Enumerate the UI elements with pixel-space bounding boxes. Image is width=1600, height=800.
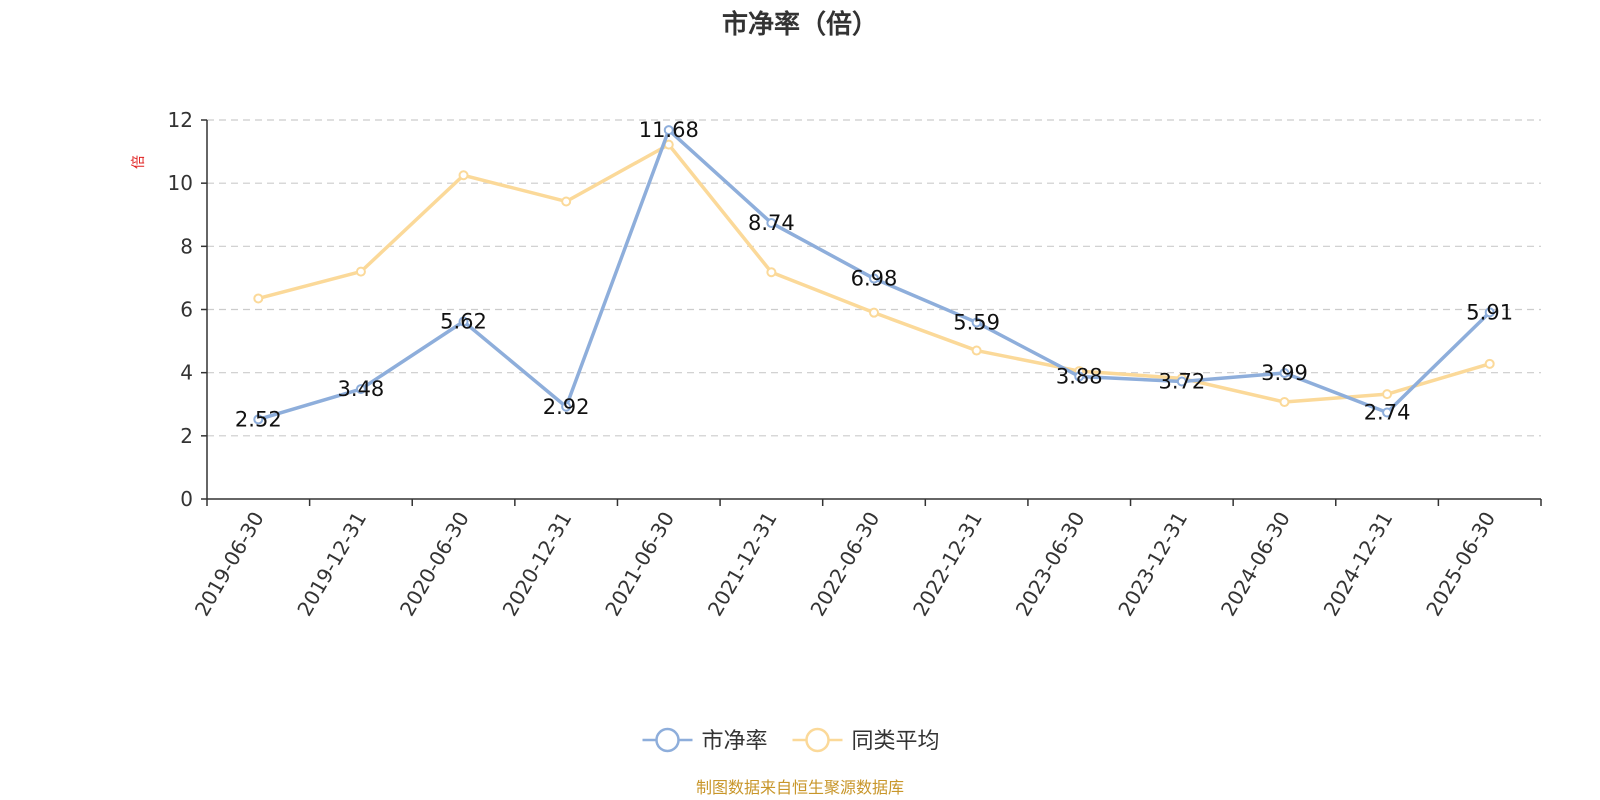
y-tick-label: 10 <box>168 171 193 195</box>
y-axis-unit-label: 倍 <box>131 155 147 169</box>
y-tick-label: 2 <box>180 424 193 448</box>
x-tick-label: 2020-12-31 <box>498 508 577 621</box>
legend-marker-icon <box>805 727 830 753</box>
x-tick-label: 2021-12-31 <box>703 508 782 621</box>
data-label: 11.68 <box>639 118 699 142</box>
series-1-point <box>1279 397 1290 408</box>
x-tick-label: 2024-06-30 <box>1216 508 1295 621</box>
series-1-point <box>458 170 469 181</box>
x-tick-label: 2022-06-30 <box>805 508 884 621</box>
series-0-point <box>253 414 264 425</box>
x-tick-label: 2022-12-31 <box>908 508 987 621</box>
series-0-point <box>1176 376 1187 387</box>
series-0-point <box>869 273 879 284</box>
x-tick-label: 2023-06-30 <box>1011 508 1090 621</box>
series-1-point <box>971 345 982 356</box>
series-0-point <box>766 217 777 228</box>
series-0-point <box>1074 371 1085 382</box>
y-tick-label: 6 <box>180 298 193 322</box>
x-tick-label: 2021-06-30 <box>600 508 679 621</box>
series-1-point <box>766 267 777 278</box>
legend[interactable]: 市净率 同类平均 <box>642 727 940 754</box>
series-0-point <box>458 316 469 327</box>
x-tick-label: 2019-12-31 <box>292 508 371 621</box>
series-1-point <box>561 196 572 207</box>
legend-item-0[interactable]: 市净率 <box>642 727 768 754</box>
x-tick-label: 2025-06-30 <box>1421 508 1500 621</box>
series-0-point <box>663 125 674 136</box>
data-label: 3.72 <box>1158 370 1205 394</box>
series-0-point <box>971 317 982 328</box>
legend-label: 市净率 <box>702 729 768 754</box>
legend-marker-icon <box>655 727 680 753</box>
data-labels: 2.52 3.48 5.62 2.92 11.68 8.74 6.98 5.59 3.88 3.7… <box>235 118 1513 431</box>
series-0-point <box>1382 407 1393 418</box>
x-tick-label: 2024-12-31 <box>1319 508 1398 621</box>
data-label: 3.48 <box>338 377 385 401</box>
legend-label: 同类平均 <box>852 729 940 754</box>
data-label: 5.91 <box>1466 300 1513 324</box>
data-label: 2.74 <box>1364 400 1411 424</box>
series-0-point <box>355 384 366 395</box>
y-tick-label: 4 <box>180 361 193 385</box>
axes: 0 2 4 6 8 10 12 2019-06-30 2019-12-31 2020-06-30 2… <box>168 108 1542 621</box>
series-lines <box>253 125 1495 425</box>
y-tick-label: 8 <box>180 234 193 258</box>
data-label: 2.52 <box>235 407 282 431</box>
data-label: 6.98 <box>851 267 898 291</box>
series-1-point <box>869 307 879 318</box>
x-tick-label: 2019-06-30 <box>190 508 269 621</box>
series-1-point <box>1484 358 1495 369</box>
data-label: 2.92 <box>543 395 590 419</box>
x-tick-label: 2020-06-30 <box>395 508 474 621</box>
series-0-point <box>1484 307 1495 318</box>
data-label: 8.74 <box>748 211 795 235</box>
legend-item-1[interactable]: 同类平均 <box>792 727 940 754</box>
data-label: 3.88 <box>1056 364 1103 388</box>
y-tick-label: 0 <box>180 487 193 511</box>
series-0-point <box>1279 367 1290 378</box>
y-tick-label: 12 <box>168 108 193 132</box>
series-1-point <box>1382 389 1393 400</box>
series-1-point <box>253 293 264 304</box>
data-label: 3.99 <box>1261 361 1308 385</box>
series-0-point <box>561 401 572 412</box>
data-label: 5.62 <box>440 310 487 334</box>
data-label: 5.59 <box>953 310 1000 334</box>
chart-title: 市净率（倍） <box>722 9 878 40</box>
series-1-point <box>355 266 366 277</box>
source-note: 制图数据来自恒生聚源数据库 <box>696 778 904 797</box>
x-tick-label: 2023-12-31 <box>1113 508 1192 621</box>
